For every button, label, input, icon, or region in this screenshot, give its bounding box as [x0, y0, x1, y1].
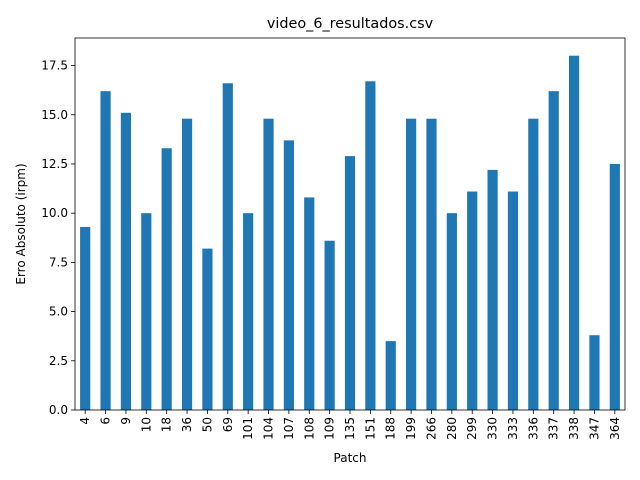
x-tick-label: 4 [78, 417, 92, 425]
x-tick-label: 9 [119, 417, 133, 425]
bar-364 [609, 163, 620, 410]
y-tick-label: 15.0 [41, 108, 68, 122]
bar-9 [120, 112, 132, 411]
x-tick-label: 266 [424, 417, 438, 440]
bar-336 [528, 118, 539, 410]
x-tick-label: 6 [99, 417, 113, 425]
x-tick-label: 107 [282, 417, 296, 440]
bar-50 [202, 248, 213, 410]
bar-104 [263, 118, 274, 410]
y-tick-label: 10.0 [41, 206, 68, 220]
x-tick-label: 101 [241, 417, 255, 440]
bar-107 [283, 140, 294, 410]
x-tick-label: 50 [200, 417, 214, 432]
x-axis-label: Patch [334, 451, 367, 465]
x-tick-label: 337 [547, 417, 561, 440]
x-tick-label: 336 [526, 417, 540, 440]
x-tick-label: 280 [445, 417, 459, 440]
x-axis: 4 6 9 10 18 36 50 69 101 104 107 108 109 135 151 188 199… [78, 410, 622, 440]
x-tick-label: 299 [465, 417, 479, 440]
bar-108 [304, 197, 315, 410]
y-axis: 0.0 2.5 5.0 7.5 10.0 12.5 15.0 17.5 [41, 59, 75, 417]
x-tick-label: 108 [302, 417, 316, 440]
x-tick-label: 36 [180, 417, 194, 432]
bar-280 [446, 213, 457, 410]
bar-266 [426, 118, 437, 410]
bar-109 [324, 240, 335, 410]
bar-101 [243, 213, 254, 410]
x-tick-label: 151 [363, 417, 377, 440]
x-tick-label: 364 [608, 417, 622, 440]
bar-333 [507, 191, 519, 410]
bar-18 [161, 148, 172, 410]
x-tick-label: 18 [160, 417, 174, 432]
plot-frame [74, 37, 626, 411]
y-axis-label: Erro Absoluto (irpm) [14, 163, 28, 284]
y-tick-label: 12.5 [41, 157, 68, 171]
bar-347 [589, 335, 600, 410]
bar-6 [100, 91, 111, 411]
x-tick-label: 69 [221, 417, 235, 432]
bar-10 [141, 213, 152, 410]
x-tick-label: 338 [567, 417, 581, 440]
y-tick-label: 5.0 [49, 305, 68, 319]
y-tick-label: 2.5 [49, 354, 68, 368]
chart-title: video_6_resultados.csv [267, 16, 434, 32]
bar-4 [80, 226, 91, 410]
bar-299 [467, 191, 478, 410]
bar-135 [344, 156, 356, 410]
x-tick-label: 330 [486, 417, 500, 440]
x-tick-label: 109 [323, 417, 337, 440]
x-tick-label: 135 [343, 417, 357, 440]
y-tick-label: 0.0 [49, 403, 68, 417]
bar-151 [365, 81, 376, 411]
bar-330 [487, 169, 498, 410]
x-tick-label: 188 [384, 417, 398, 440]
bar-337 [548, 91, 559, 411]
x-tick-label: 10 [139, 417, 153, 432]
y-tick-label: 7.5 [49, 255, 68, 269]
x-tick-label: 333 [506, 417, 520, 440]
y-tick-label: 17.5 [41, 59, 68, 73]
x-tick-label: 104 [262, 417, 276, 440]
x-tick-label: 347 [587, 417, 601, 440]
bar-69 [222, 83, 233, 411]
bar-188 [385, 341, 396, 410]
x-tick-label: 199 [404, 417, 418, 440]
bar-36 [181, 118, 193, 410]
bar-199 [406, 118, 417, 410]
bars-group [80, 55, 620, 411]
bar-338 [568, 55, 580, 410]
